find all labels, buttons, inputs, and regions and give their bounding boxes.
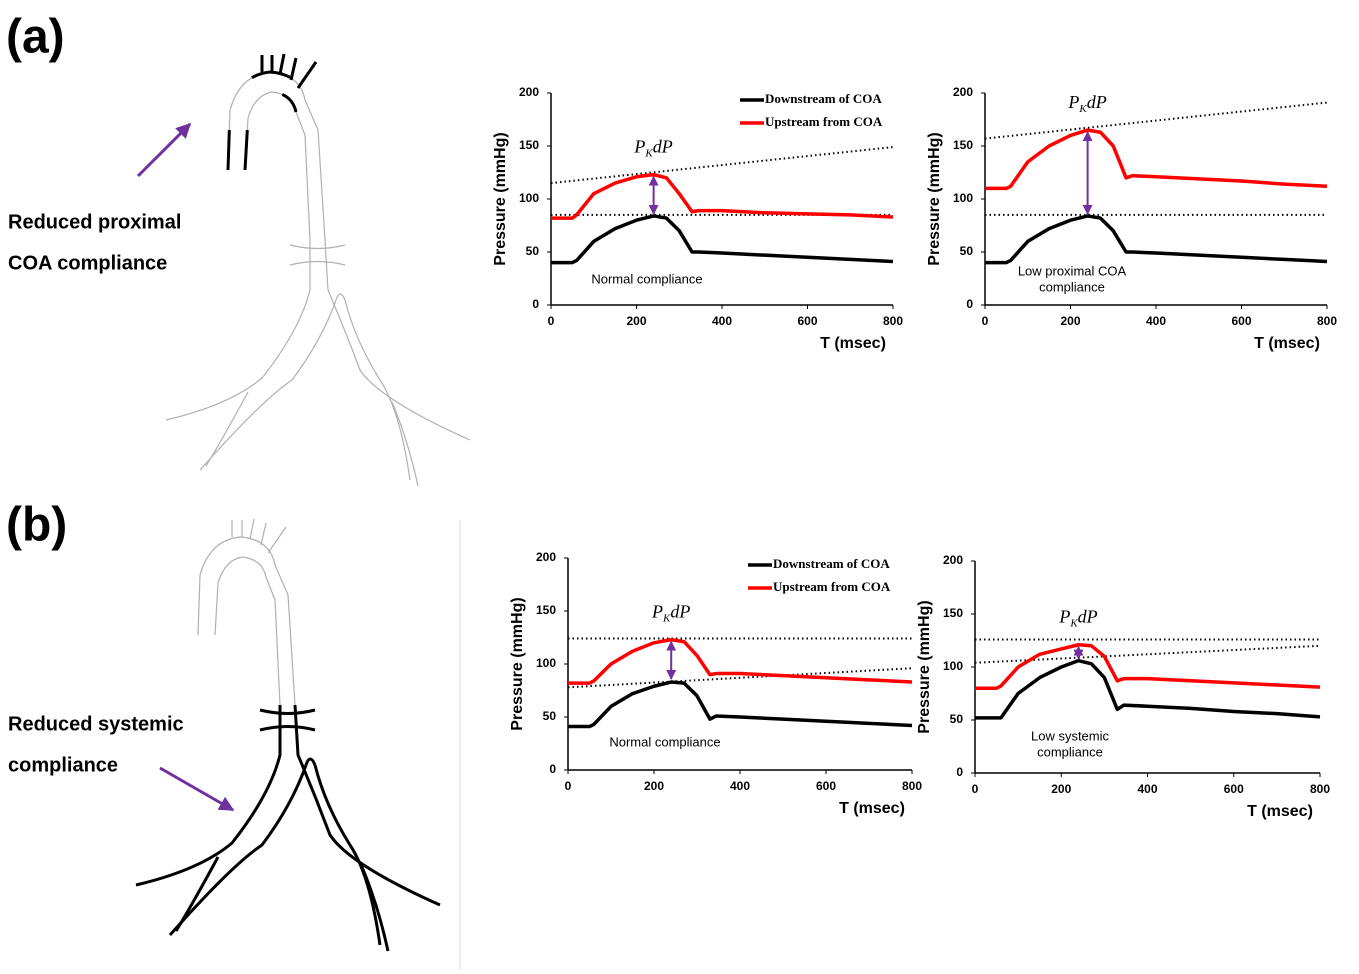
- y-tick-label: 150: [536, 603, 556, 617]
- peak-label-part: P: [1058, 607, 1070, 627]
- peak-label-part: P: [1067, 92, 1079, 112]
- annotation: Low proximal COA: [1018, 263, 1127, 278]
- y-tick-label: 200: [943, 553, 963, 567]
- peak-label-part: dP: [670, 602, 690, 622]
- pointer-arrow: [136, 122, 192, 178]
- x-tick-label: 0: [982, 314, 989, 328]
- x-axis-label: T (msec): [839, 800, 905, 817]
- peak-label-part: dP: [1087, 92, 1107, 112]
- panel-label: (a): [6, 11, 65, 64]
- panel-label: (b): [6, 499, 67, 552]
- pointer-arrow: [159, 766, 235, 812]
- x-axis-label: T (msec): [1254, 335, 1320, 352]
- x-tick-label: 400: [1137, 782, 1157, 796]
- y-tick-label: 100: [953, 191, 973, 205]
- annotation: compliance: [1037, 744, 1103, 759]
- series-line: [975, 658, 1321, 720]
- y-tick-label: 0: [549, 762, 556, 776]
- peak-label-part: P: [633, 137, 645, 157]
- x-tick-label: 600: [816, 779, 836, 793]
- x-tick-label: 600: [1231, 314, 1251, 328]
- series-line: [551, 172, 894, 220]
- series-line: [551, 214, 894, 265]
- annotation: Low systemic: [1031, 728, 1110, 743]
- y-tick-label: 100: [943, 659, 963, 673]
- y-tick-label: 150: [519, 138, 539, 152]
- x-tick-label: 200: [1060, 314, 1080, 328]
- peak-label: PKdP: [633, 137, 672, 159]
- peak-label-part: K: [644, 147, 653, 159]
- legend-label: Upstream from COA: [773, 579, 891, 594]
- y-tick-label: 0: [956, 765, 963, 779]
- peak-label: PKdP: [651, 602, 690, 624]
- y-tick-label: 50: [960, 244, 974, 258]
- annotation: compliance: [1039, 279, 1105, 294]
- x-tick-label: 200: [626, 314, 646, 328]
- peak-label-part: P: [651, 602, 663, 622]
- y-axis-label: Pressure (mmHg): [926, 132, 943, 265]
- x-tick-label: 800: [1310, 782, 1330, 796]
- y-tick-label: 150: [943, 606, 963, 620]
- y-tick-label: 100: [536, 656, 556, 670]
- y-tick-label: 200: [519, 85, 539, 99]
- x-tick-label: 0: [972, 782, 979, 796]
- legend-label: Downstream of COA: [773, 556, 890, 571]
- y-tick-label: 200: [536, 550, 556, 564]
- panel-caption: Reduced proximal: [8, 211, 181, 233]
- reference-line: [550, 146, 894, 185]
- peak-label-part: K: [1078, 103, 1087, 115]
- y-tick-label: 0: [966, 297, 973, 311]
- x-tick-label: 0: [548, 314, 555, 328]
- x-tick-label: 600: [1224, 782, 1244, 796]
- x-tick-label: 400: [712, 314, 732, 328]
- reference-line: [984, 101, 1328, 140]
- series-line: [985, 128, 1328, 191]
- reference-line: [567, 667, 913, 689]
- x-tick-label: 800: [902, 779, 922, 793]
- y-axis-label: Pressure (mmHg): [509, 597, 526, 730]
- x-tick-label: 800: [883, 314, 903, 328]
- legend-label: Downstream of COA: [765, 91, 882, 106]
- x-axis-label: T (msec): [1247, 803, 1313, 820]
- aorta-diagram-a: [165, 52, 471, 487]
- y-tick-label: 50: [950, 712, 964, 726]
- x-tick-label: 200: [1051, 782, 1071, 796]
- y-tick-label: 50: [526, 244, 540, 258]
- annotation: Normal compliance: [609, 734, 720, 749]
- series-line: [568, 637, 913, 685]
- series-line: [568, 680, 913, 729]
- panel-caption: Reduced systemic: [8, 713, 184, 735]
- panel-caption: compliance: [8, 754, 118, 776]
- x-tick-label: 400: [1146, 314, 1166, 328]
- peak-label-part: K: [662, 612, 671, 624]
- x-tick-label: 600: [797, 314, 817, 328]
- annotation: Normal compliance: [591, 271, 702, 286]
- peak-label: PKdP: [1058, 607, 1097, 629]
- y-tick-label: 0: [532, 297, 539, 311]
- y-tick-label: 150: [953, 138, 973, 152]
- y-axis-label: Pressure (mmHg): [492, 132, 509, 265]
- peak-label-part: dP: [653, 137, 673, 157]
- y-tick-label: 200: [953, 85, 973, 99]
- x-tick-label: 800: [1317, 314, 1337, 328]
- legend-label: Upstream from COA: [765, 114, 883, 129]
- peak-label-part: dP: [1078, 607, 1098, 627]
- y-axis-label: Pressure (mmHg): [916, 600, 933, 733]
- panel-caption: COA compliance: [8, 252, 167, 274]
- series-line: [975, 642, 1321, 690]
- x-tick-label: 200: [644, 779, 664, 793]
- x-axis-label: T (msec): [820, 335, 886, 352]
- y-tick-label: 50: [543, 709, 557, 723]
- peak-label: PKdP: [1067, 92, 1106, 114]
- series-line: [985, 214, 1328, 265]
- y-tick-label: 100: [519, 191, 539, 205]
- peak-label-part: K: [1069, 617, 1078, 629]
- x-tick-label: 0: [565, 779, 572, 793]
- x-tick-label: 400: [730, 779, 750, 793]
